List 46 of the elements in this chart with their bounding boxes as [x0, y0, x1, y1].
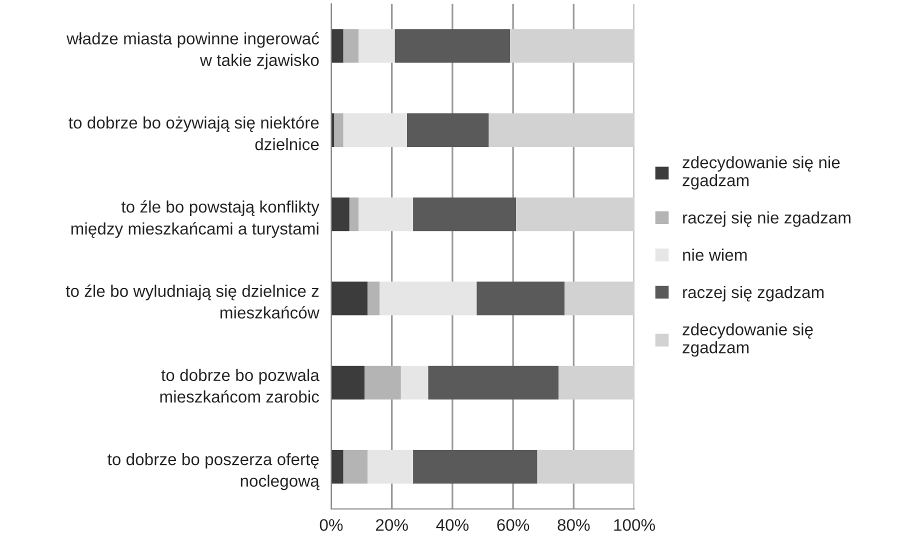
x-tick-label: 60%	[497, 519, 530, 531]
y-tick-label: to źle bo powstają konflikty między mieszkańcami a turystami	[71, 200, 320, 238]
y-tick-label: to dobrze bo poszerza ofertę noclegową	[108, 453, 320, 490]
y-tick-label: władze miasta powinne ingerować w takie zjawisko	[66, 32, 320, 70]
y-tick-label: to dobrze bo pozwala mieszkańcom zarobic	[160, 368, 320, 403]
bar	[537, 450, 634, 484]
bar	[349, 197, 359, 232]
bar	[400, 366, 428, 400]
y-tick-label: to dobrze bo ożywiają się niektóre dzielnice	[68, 116, 319, 150]
x-tick-label: 20%	[376, 519, 408, 531]
x-tick-label: 40%	[436, 519, 469, 531]
bar	[428, 366, 559, 400]
bar	[343, 29, 359, 63]
bar	[564, 282, 634, 316]
x-tick-label: 0%	[320, 519, 343, 531]
bar	[343, 450, 368, 484]
bar	[394, 29, 510, 63]
bar	[510, 29, 634, 63]
bar	[380, 282, 477, 316]
bar	[358, 197, 414, 232]
legend-label: zdecydowanie się zgadzam	[682, 323, 813, 357]
bar	[331, 366, 365, 400]
bar	[331, 450, 344, 484]
legend-label: nie wiem	[683, 248, 747, 261]
x-tick-label: 100%	[614, 519, 655, 531]
bar	[334, 113, 344, 147]
bar	[558, 366, 634, 400]
bar	[358, 29, 395, 63]
bar	[343, 113, 407, 147]
x-tick-label: 80%	[558, 519, 590, 531]
bar	[413, 450, 538, 484]
bar	[368, 282, 380, 316]
bar	[406, 113, 489, 147]
bar	[368, 450, 414, 484]
bar	[331, 197, 350, 232]
bar	[476, 282, 565, 316]
legend-label: zdecydowanie się nie zgadzam	[682, 156, 840, 190]
legend-label: raczej się nie zgadzam	[683, 211, 850, 227]
bar	[364, 366, 401, 400]
legend-label: raczej się zgadzam	[683, 286, 824, 302]
bar	[516, 197, 634, 232]
y-tick-label: to źle bo wyludniają się dzielnice z mieszkańców	[66, 284, 320, 319]
bar	[488, 113, 634, 147]
bar	[331, 29, 344, 63]
bar	[413, 197, 516, 232]
bar	[331, 282, 368, 316]
